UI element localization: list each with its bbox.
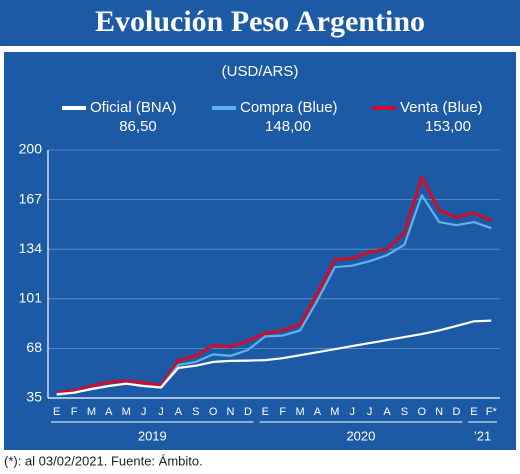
x-tick-label: J [367, 406, 373, 418]
x-tick-label: F [279, 406, 286, 418]
line-series [56, 319, 492, 396]
x-tick-label: A [383, 406, 391, 418]
line-series [56, 175, 492, 395]
x-tick-label: O [417, 406, 426, 418]
y-tick-label: 167 [19, 190, 43, 206]
y-tick-label: 68 [26, 339, 42, 355]
x-tick-label: O [209, 406, 218, 418]
y-tick-label: 134 [19, 240, 43, 256]
x-tick-label: M [87, 406, 96, 418]
year-label: ’21 [474, 428, 491, 443]
legend-value: 86,50 [119, 118, 157, 135]
y-tick-label: 101 [19, 290, 43, 306]
x-tick-label: F [71, 406, 78, 418]
chart-subtitle: (USD/ARS) [222, 63, 299, 80]
x-tick-label: E [470, 406, 477, 418]
x-tick-label: N [435, 406, 443, 418]
x-tick-label: A [105, 406, 113, 418]
legend-value: 153,00 [425, 118, 471, 135]
legend-label: Compra (Blue) [240, 99, 338, 116]
x-tick-label: A [175, 406, 183, 418]
x-tick-label: M [330, 406, 339, 418]
x-tick-label: F* [486, 406, 498, 418]
x-tick-label: E [53, 406, 60, 418]
title-band [0, 0, 520, 46]
x-tick-label: E [262, 406, 269, 418]
year-label: 2020 [346, 428, 375, 443]
footnote: (*): al 03/02/2021. Fuente: Ámbito. [4, 453, 203, 468]
x-tick-label: A [314, 406, 322, 418]
x-tick-label: N [227, 406, 235, 418]
x-tick-label: D [453, 406, 461, 418]
x-tick-label: J [349, 406, 355, 418]
y-tick-label: 200 [19, 141, 43, 157]
x-tick-label: S [192, 406, 199, 418]
x-tick-label: D [244, 406, 252, 418]
x-tick-label: J [158, 406, 164, 418]
plot-panel [4, 52, 516, 450]
y-tick-label: 35 [26, 389, 42, 405]
chart-title: Evolución Peso Argentino [95, 5, 425, 38]
x-tick-label: M [295, 406, 304, 418]
legend-label: Oficial (BNA) [90, 99, 177, 116]
legend-value: 148,00 [265, 118, 311, 135]
x-tick-label: M [122, 406, 131, 418]
year-label: 2019 [138, 428, 167, 443]
x-tick-label: J [141, 406, 147, 418]
x-tick-label: S [401, 406, 408, 418]
legend-label: Venta (Blue) [400, 99, 483, 116]
